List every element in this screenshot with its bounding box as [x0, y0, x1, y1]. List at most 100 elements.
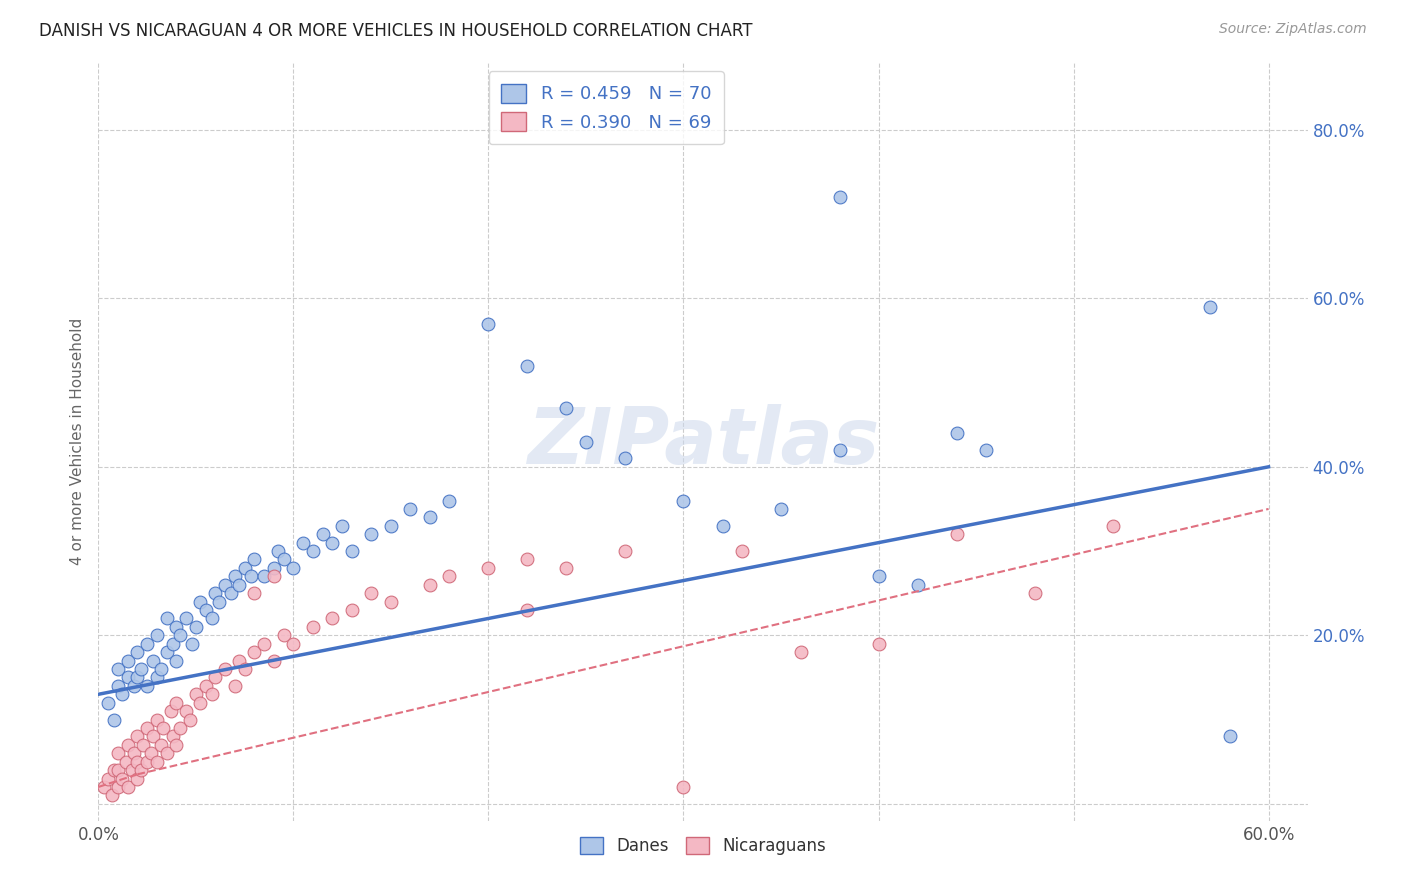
Point — [127, 670, 149, 684]
Point — [945, 527, 967, 541]
Point — [419, 578, 441, 592]
Point — [127, 755, 149, 769]
Point — [139, 746, 162, 760]
Point — [243, 586, 266, 600]
Point — [101, 789, 124, 803]
Point — [340, 544, 363, 558]
Point — [200, 611, 222, 625]
Point — [152, 721, 174, 735]
Point — [136, 637, 159, 651]
Point — [122, 746, 145, 760]
Point — [103, 713, 125, 727]
Point — [253, 569, 276, 583]
Point — [219, 586, 242, 600]
Point — [174, 611, 197, 625]
Point — [127, 772, 149, 786]
Point — [575, 434, 598, 449]
Point — [516, 552, 538, 566]
Point — [165, 696, 187, 710]
Point — [239, 569, 262, 583]
Point — [122, 679, 145, 693]
Point — [204, 586, 226, 600]
Point — [1219, 730, 1241, 744]
Point — [184, 620, 207, 634]
Point — [614, 544, 637, 558]
Point — [399, 502, 422, 516]
Point — [146, 628, 169, 642]
Point — [516, 359, 538, 373]
Point — [131, 662, 153, 676]
Point — [233, 561, 256, 575]
Point — [162, 730, 184, 744]
Point — [188, 696, 211, 710]
Point — [868, 569, 890, 583]
Point — [273, 552, 295, 566]
Point — [907, 578, 929, 592]
Point — [156, 611, 179, 625]
Point — [789, 645, 811, 659]
Point — [200, 687, 222, 701]
Point — [117, 670, 139, 684]
Point — [111, 687, 134, 701]
Point — [555, 401, 578, 415]
Point — [945, 426, 967, 441]
Point — [142, 730, 165, 744]
Point — [672, 493, 695, 508]
Point — [117, 654, 139, 668]
Point — [156, 645, 179, 659]
Point — [127, 645, 149, 659]
Point — [142, 654, 165, 668]
Point — [228, 578, 250, 592]
Point — [263, 654, 285, 668]
Point — [117, 738, 139, 752]
Point — [111, 772, 134, 786]
Point — [360, 586, 382, 600]
Point — [107, 662, 129, 676]
Point — [516, 603, 538, 617]
Point — [103, 763, 125, 777]
Point — [136, 755, 159, 769]
Point — [868, 637, 890, 651]
Point — [204, 670, 226, 684]
Point — [292, 535, 315, 549]
Point — [321, 535, 343, 549]
Point — [828, 442, 851, 457]
Point — [149, 662, 172, 676]
Point — [330, 518, 353, 533]
Point — [188, 594, 211, 608]
Point — [263, 569, 285, 583]
Point — [107, 679, 129, 693]
Point — [672, 780, 695, 794]
Point — [283, 561, 305, 575]
Point — [302, 620, 325, 634]
Point — [1024, 586, 1046, 600]
Text: ZIPatlas: ZIPatlas — [527, 403, 879, 480]
Point — [555, 561, 578, 575]
Point — [165, 738, 187, 752]
Y-axis label: 4 or more Vehicles in Household: 4 or more Vehicles in Household — [70, 318, 86, 566]
Point — [419, 510, 441, 524]
Point — [233, 662, 256, 676]
Point — [131, 763, 153, 777]
Point — [194, 603, 217, 617]
Point — [165, 620, 187, 634]
Point — [828, 190, 851, 204]
Point — [179, 713, 201, 727]
Point — [169, 628, 191, 642]
Point — [302, 544, 325, 558]
Point — [93, 780, 115, 794]
Point — [253, 637, 276, 651]
Point — [1199, 300, 1222, 314]
Point — [136, 679, 159, 693]
Point — [174, 704, 197, 718]
Point — [165, 654, 187, 668]
Text: DANISH VS NICARAGUAN 4 OR MORE VEHICLES IN HOUSEHOLD CORRELATION CHART: DANISH VS NICARAGUAN 4 OR MORE VEHICLES … — [39, 22, 752, 40]
Point — [97, 696, 120, 710]
Point — [731, 544, 754, 558]
Point — [243, 552, 266, 566]
Point — [184, 687, 207, 701]
Point — [208, 594, 231, 608]
Point — [117, 780, 139, 794]
Point — [159, 704, 181, 718]
Point — [1101, 518, 1123, 533]
